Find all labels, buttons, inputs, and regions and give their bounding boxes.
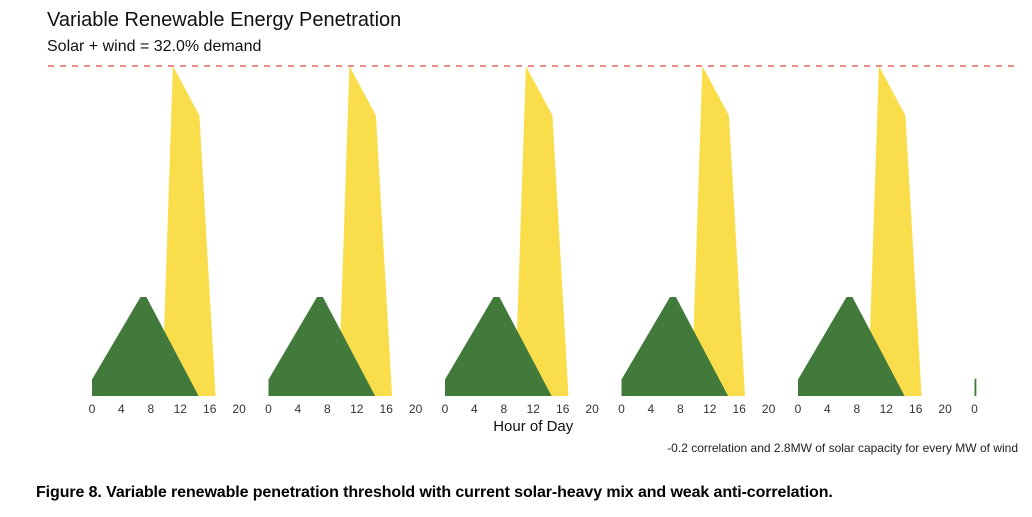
x-tick-label: 4 (648, 402, 655, 416)
x-tick-label: 20 (585, 402, 599, 416)
chart-subtitle: Solar + wind = 32.0% demand (47, 38, 262, 55)
solar-area-day-3 (514, 66, 569, 396)
x-tick-label: 4 (118, 402, 125, 416)
wind-area-day-4 (621, 297, 729, 396)
x-axis-label: Hour of Day (493, 418, 574, 435)
x-tick-label: 16 (380, 402, 394, 416)
x-tick-label: 8 (853, 402, 860, 416)
x-tick-label: 16 (556, 402, 570, 416)
x-tick-label: 12 (703, 402, 717, 416)
x-tick-label: 8 (147, 402, 154, 416)
x-tick-label: 16 (909, 402, 923, 416)
x-tick-label: 0 (971, 402, 978, 416)
x-tick-label: 8 (500, 402, 507, 416)
x-tick-label: 16 (203, 402, 217, 416)
x-tick-label: 0 (795, 402, 802, 416)
x-tick-label: 4 (471, 402, 478, 416)
wind-area-day-2 (268, 297, 376, 396)
x-tick-label: 12 (174, 402, 188, 416)
chart-plot: 0 4 8 12 16 20 0 4 8 12 16 20 0 4 8 12 16 20 0 4 8 12 16 20 0 4 8 1… (48, 65, 1020, 435)
wind-area-day-3 (445, 297, 552, 396)
x-tick-label: 20 (232, 402, 246, 416)
x-tick-label: 20 (938, 402, 952, 416)
x-tick-label: 20 (409, 402, 423, 416)
x-axis-ticks: 0 4 8 12 16 20 0 4 8 12 16 20 0 4 8 12 16 20 0 4 8 12 16 20 0 4 8 1… (89, 402, 979, 416)
x-tick-label: 8 (324, 402, 331, 416)
wind-area-day-5 (798, 297, 905, 396)
x-tick-label: 0 (265, 402, 272, 416)
chart-annotation: -0.2 correlation and 2.8MW of solar capa… (667, 441, 1018, 455)
x-tick-label: 0 (89, 402, 96, 416)
solar-area-day-5 (867, 66, 922, 396)
x-tick-label: 12 (350, 402, 364, 416)
x-tick-label: 8 (677, 402, 684, 416)
wind-area-day-1 (92, 297, 199, 396)
x-tick-label: 4 (824, 402, 831, 416)
chart-title: Variable Renewable Energy Penetration (47, 9, 402, 31)
x-tick-label: 16 (733, 402, 747, 416)
wind-area-day-6-start (974, 377, 977, 396)
x-tick-label: 0 (442, 402, 449, 416)
chart-areas (92, 66, 977, 396)
solar-area-day-1 (161, 66, 216, 396)
solar-area-day-4 (691, 66, 745, 396)
x-tick-label: 0 (618, 402, 625, 416)
figure-caption: Figure 8. Variable renewable penetration… (36, 484, 833, 501)
x-tick-label: 4 (295, 402, 302, 416)
x-tick-label: 12 (527, 402, 541, 416)
x-tick-label: 12 (880, 402, 894, 416)
x-tick-label: 20 (762, 402, 776, 416)
solar-area-day-2 (338, 66, 393, 396)
